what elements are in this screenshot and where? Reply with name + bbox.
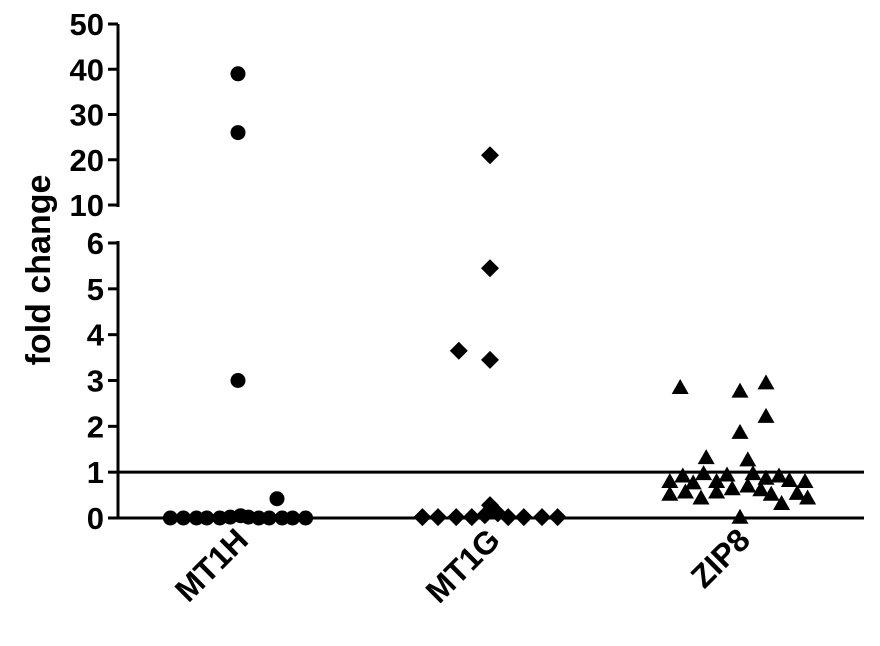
mt1h-data-point <box>175 510 191 526</box>
mt1h-data-point <box>298 510 314 526</box>
zip8-data-point <box>757 374 775 390</box>
mt1h-data-point <box>188 510 204 526</box>
zip8-data-point <box>762 485 780 501</box>
mt1g-data-point <box>429 508 447 527</box>
y-tick-label: 10 <box>70 188 104 223</box>
y-tick-label: 6 <box>87 226 104 261</box>
mt1h-data-point <box>251 510 267 526</box>
zip8-data-point <box>676 483 694 499</box>
mt1h-data-point <box>261 510 277 526</box>
y-tick-label: 5 <box>87 272 104 307</box>
zip8-data-point <box>697 449 715 465</box>
x-tick-label: MT1H <box>168 521 255 608</box>
x-tick-labels: MT1H MT1G ZIP8 <box>168 521 757 609</box>
zip8-data-point <box>739 477 757 493</box>
y-tick-label: 30 <box>70 98 104 133</box>
zip8-data-point <box>661 485 679 501</box>
zip8-data-point <box>708 472 726 488</box>
mt1g-data-point <box>413 508 432 527</box>
x-tick-label: MT1G <box>419 521 507 609</box>
zip8-data-point <box>744 465 762 481</box>
zip8-data-point <box>739 451 757 467</box>
zip8-data-point <box>708 483 726 499</box>
zip8-data-point <box>770 467 788 483</box>
mt1g-data-point <box>447 508 466 527</box>
zip8-data-point <box>671 378 689 394</box>
y-tick-label: 40 <box>70 52 104 87</box>
zip8-data-point <box>695 465 713 481</box>
zip8-data-point <box>731 423 749 439</box>
zip8-data-point <box>799 489 817 505</box>
zip8-data-point <box>752 481 770 497</box>
mt1h-data-point <box>230 66 246 82</box>
zip8-data-point <box>723 480 741 496</box>
mt1g-data-point <box>462 508 481 527</box>
zip8-data-point <box>780 472 798 488</box>
y-ticks: 0 1 2 3 4 5 610 20 30 40 50 <box>70 7 118 536</box>
y-tick-label: 1 <box>87 455 104 490</box>
zip8-data-point <box>674 467 692 483</box>
zip8-data-point <box>692 489 710 505</box>
mt1h-data-point <box>199 510 215 526</box>
y-axis-label: fold change <box>20 175 58 366</box>
y-tick-label: 2 <box>87 409 104 444</box>
zip8-data-point <box>757 469 775 485</box>
zip8-data-point <box>773 494 791 510</box>
mt1h-data-point <box>274 510 290 526</box>
zip8-data-point <box>731 508 749 524</box>
x-tick-label: ZIP8 <box>684 521 757 594</box>
mt1g-data-point <box>499 508 518 527</box>
zip8-data-point <box>796 472 814 488</box>
mt1h-data-point <box>162 510 178 526</box>
y-tick-label: 4 <box>87 318 105 353</box>
mt1g-data-point <box>481 496 499 515</box>
y-tick-label: 0 <box>87 501 104 536</box>
zip8-data-point <box>788 484 806 500</box>
mt1g-data-point <box>481 259 499 278</box>
mt1h-data-point <box>230 125 246 141</box>
zip8-data-point <box>661 472 679 488</box>
mt1g-data-point <box>481 350 499 369</box>
zip8-data-point <box>718 466 736 482</box>
mt1g-data-point <box>481 146 499 165</box>
mt1g-data-point <box>533 508 551 527</box>
mt1h-data-point <box>230 373 246 388</box>
mt1h-data-point <box>285 510 301 526</box>
zip8-data-point <box>757 407 775 423</box>
data-points <box>162 66 817 527</box>
mt1g-data-point <box>449 341 468 360</box>
mt1h-data-point <box>269 491 285 507</box>
y-tick-label: 3 <box>87 364 104 399</box>
y-tick-label: 20 <box>70 143 104 178</box>
zip8-data-point <box>731 382 749 398</box>
mt1g-data-point <box>514 508 533 527</box>
y-tick-label: 50 <box>70 7 104 42</box>
zip8-data-point <box>684 474 702 490</box>
mt1g-data-point <box>548 508 567 527</box>
